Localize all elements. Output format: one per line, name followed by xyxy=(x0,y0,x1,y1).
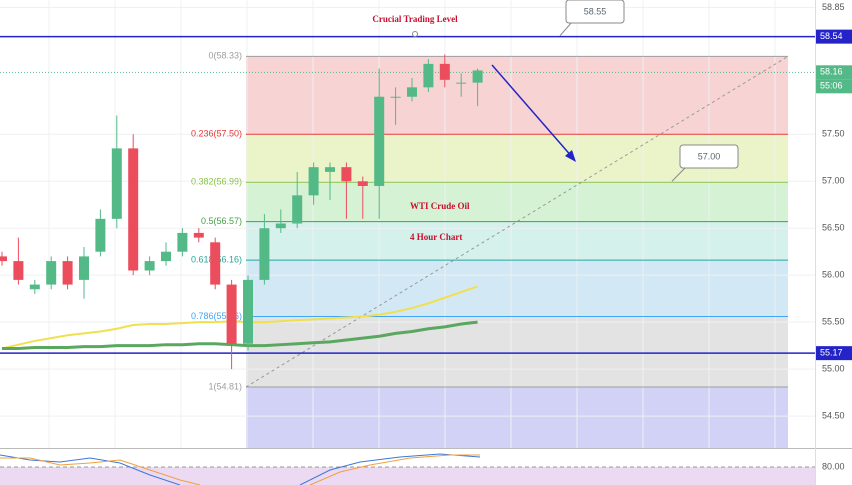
candle-body xyxy=(29,284,40,290)
candle-body xyxy=(79,256,89,280)
candle-body xyxy=(193,232,204,238)
callout-pointer xyxy=(559,21,573,37)
y-tick-label: 56.50 xyxy=(822,223,845,233)
osc-tick-label: 80.00 xyxy=(822,461,845,471)
y-tick-label: 55.00 xyxy=(822,363,845,373)
candle-body xyxy=(226,284,237,344)
candle-body xyxy=(456,82,467,84)
fib-zone xyxy=(246,56,788,135)
candle-body xyxy=(46,261,57,285)
y-tick-label: 57.00 xyxy=(822,176,845,186)
fib-zone xyxy=(246,221,788,261)
candle-body xyxy=(407,87,417,97)
candle-body xyxy=(243,279,253,344)
candle-body xyxy=(275,223,286,229)
fib-zone xyxy=(246,386,788,448)
candle-body xyxy=(439,63,450,80)
chart-subtitle: 4 Hour Chart xyxy=(410,232,462,242)
fib-label: 1(54.81) xyxy=(208,381,242,391)
candle-body xyxy=(390,96,401,98)
overbought-zone xyxy=(0,467,815,485)
callout-label: 58.55 xyxy=(584,6,607,16)
fib-trend xyxy=(245,55,789,388)
y-tick-label: 54.50 xyxy=(822,410,845,420)
callout-box xyxy=(679,144,739,169)
y-tick-label: 55.50 xyxy=(822,317,845,327)
anchor-dot xyxy=(412,31,418,37)
moving-average xyxy=(1,285,478,350)
candle-body xyxy=(259,228,270,280)
level-tag-bg xyxy=(815,346,852,361)
arrow-head xyxy=(565,150,576,162)
fib-zone xyxy=(246,260,788,317)
fib-zone xyxy=(246,316,788,387)
y-tick-label: 58.85 xyxy=(822,2,845,12)
candle-body xyxy=(128,148,139,271)
fib-label: 0.236(57.50) xyxy=(191,129,242,139)
chart-title: WTI Crude Oil xyxy=(410,201,470,211)
fib-label: 0.382(56.99) xyxy=(191,177,242,187)
callout-label: 57.00 xyxy=(698,151,721,161)
last-price-tag: 58.16 xyxy=(820,67,843,77)
fib-zone xyxy=(246,182,788,222)
osc-line-orange xyxy=(0,454,480,485)
osc-line-blue xyxy=(0,453,481,485)
y-tick-label: 57.50 xyxy=(822,129,845,139)
candle-body xyxy=(0,256,7,262)
candle-body xyxy=(357,181,368,186)
candle-body xyxy=(177,232,188,252)
fib-label: 0.786(55.56) xyxy=(191,311,242,321)
moving-average xyxy=(2,320,478,350)
callout-pointer xyxy=(671,166,687,182)
y-tick-label: 56.00 xyxy=(822,270,845,280)
candle-body xyxy=(292,195,303,224)
candle-body xyxy=(111,148,122,219)
candle-body xyxy=(95,218,106,252)
level-tag-bg xyxy=(815,29,852,44)
level-tag: 58.54 xyxy=(820,31,843,41)
annotation: Crucial Trading Level xyxy=(372,14,458,24)
candle-body xyxy=(472,70,483,83)
candle-body xyxy=(325,167,335,172)
arrow xyxy=(491,64,574,159)
candle-body xyxy=(341,167,352,182)
countdown: 55:06 xyxy=(820,81,843,91)
fib-label: 0.5(56.57) xyxy=(201,216,242,226)
candle-body xyxy=(210,242,221,285)
last-price-tag-bg xyxy=(815,65,852,80)
countdown-bg xyxy=(815,79,852,94)
callout-box xyxy=(565,0,625,24)
candle-body xyxy=(423,63,434,88)
candle-body xyxy=(62,261,73,285)
candle-body xyxy=(13,261,24,280)
candle-body xyxy=(308,167,319,196)
candle-body xyxy=(161,251,171,262)
candle-body xyxy=(144,261,155,271)
level-tag: 55.17 xyxy=(820,348,843,358)
candle-body xyxy=(374,96,385,186)
fib-label: 0(58.33) xyxy=(208,51,242,61)
